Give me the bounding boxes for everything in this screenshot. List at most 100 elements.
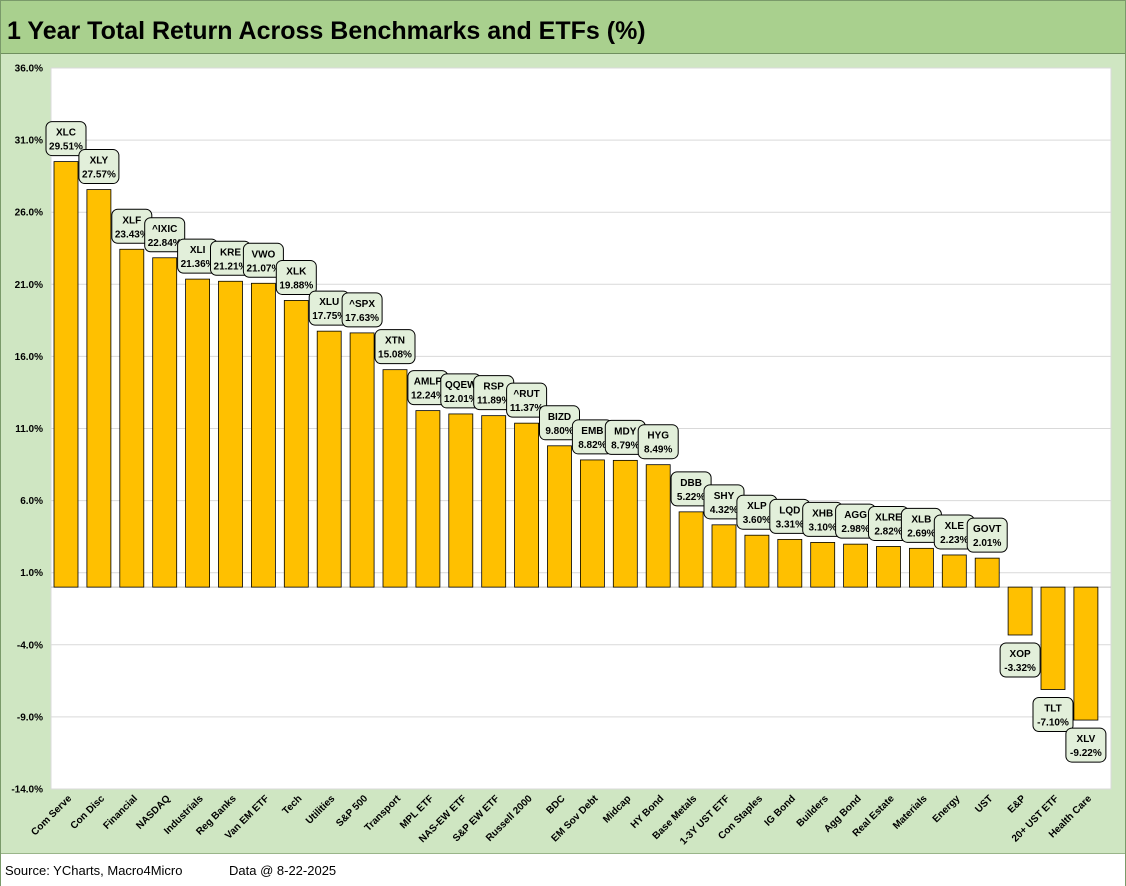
bar bbox=[678, 511, 704, 588]
y-tick-label: 36.0% bbox=[15, 64, 43, 75]
title-bar: 1 Year Total Return Across Benchmarks an… bbox=[1, 1, 1125, 54]
ticker-label: QQEW bbox=[445, 380, 477, 391]
y-tick-label: 11.0% bbox=[15, 424, 43, 435]
bar bbox=[580, 459, 605, 588]
value-label: 2.98% bbox=[841, 524, 869, 535]
data-label: XLRE 2.82% bbox=[868, 505, 909, 541]
data-label-box bbox=[341, 292, 383, 328]
bar bbox=[1073, 586, 1099, 721]
bar bbox=[843, 543, 868, 588]
value-label: 21.21% bbox=[214, 261, 248, 272]
ticker-label: XLC bbox=[56, 128, 76, 139]
x-tick-label: Materials bbox=[891, 793, 930, 832]
bar bbox=[250, 282, 276, 588]
bar bbox=[810, 542, 836, 588]
x-tick-label: E&P bbox=[1006, 793, 1029, 816]
value-label: 9.80% bbox=[545, 426, 573, 437]
bar bbox=[514, 422, 539, 588]
ticker-label: ^SPX bbox=[349, 299, 375, 310]
ticker-label: LQD bbox=[779, 505, 800, 516]
value-label: 11.37% bbox=[510, 403, 543, 414]
ticker-label: XLI bbox=[190, 245, 206, 256]
bars bbox=[53, 161, 1099, 721]
data-label-box bbox=[275, 259, 317, 295]
y-tick-label: -9.0% bbox=[17, 712, 43, 723]
value-label: 12.24% bbox=[411, 391, 445, 402]
data-label: BIZD 9.80% bbox=[539, 405, 580, 441]
data-date: Data @ 8-22-2025 bbox=[229, 863, 337, 878]
data-label-box bbox=[1065, 727, 1107, 763]
source-note: Source: YCharts, Macro4Micro bbox=[5, 863, 183, 878]
value-label: 17.75% bbox=[312, 311, 346, 322]
data-label-box bbox=[78, 149, 120, 185]
data-label: XLC 29.51% bbox=[45, 121, 87, 157]
bar bbox=[547, 445, 572, 588]
ticker-label: KRE bbox=[220, 247, 241, 258]
value-label: 5.22% bbox=[677, 492, 705, 503]
value-label: 8.49% bbox=[644, 445, 672, 456]
bar bbox=[218, 280, 243, 588]
y-tick-label: 6.0% bbox=[20, 496, 43, 507]
bar bbox=[316, 330, 342, 588]
bar bbox=[481, 415, 507, 588]
value-label: 3.31% bbox=[776, 519, 804, 530]
y-tick-label: -4.0% bbox=[17, 640, 43, 651]
bar bbox=[382, 369, 408, 588]
bar bbox=[415, 410, 441, 588]
ticker-label: AMLP bbox=[414, 377, 443, 388]
ticker-label: XLF bbox=[122, 215, 141, 226]
value-label: 2.69% bbox=[907, 528, 935, 539]
ticker-label: DBB bbox=[680, 478, 702, 489]
x-tick-label: Tech bbox=[281, 793, 305, 817]
ticker-label: XLE bbox=[945, 521, 965, 532]
y-tick-label: 1.0% bbox=[20, 568, 43, 579]
value-label: 21.36% bbox=[181, 259, 215, 270]
data-label: XLB 2.69% bbox=[900, 507, 942, 543]
y-tick-label: 26.0% bbox=[15, 208, 43, 219]
y-tick-label: 21.0% bbox=[15, 280, 43, 291]
ticker-label: MDY bbox=[614, 426, 637, 437]
value-label: 8.79% bbox=[611, 440, 639, 451]
bar bbox=[349, 332, 375, 588]
bar bbox=[185, 278, 211, 588]
ticker-label: XLY bbox=[90, 156, 109, 167]
value-label: 27.57% bbox=[82, 170, 116, 181]
data-label-box bbox=[966, 517, 1008, 553]
value-label: 2.23% bbox=[940, 535, 968, 546]
data-label: XLY 27.57% bbox=[78, 149, 120, 185]
ticker-label: XLV bbox=[1077, 734, 1096, 745]
y-tick-label: -14.0% bbox=[11, 785, 43, 796]
bar bbox=[1007, 586, 1033, 636]
value-label: 21.07% bbox=[246, 263, 280, 274]
ticker-label: XLP bbox=[747, 501, 767, 512]
data-label: SHY 4.32% bbox=[703, 484, 745, 520]
bar bbox=[1040, 586, 1066, 690]
value-label: 12.01% bbox=[444, 394, 478, 405]
ticker-label: XLK bbox=[286, 266, 307, 277]
bar bbox=[448, 413, 474, 588]
y-tick-label: 31.0% bbox=[15, 136, 43, 147]
ticker-label: XOP bbox=[1010, 649, 1031, 660]
value-label: 15.08% bbox=[378, 350, 412, 361]
value-label: 8.82% bbox=[578, 440, 606, 451]
value-label: 3.10% bbox=[809, 522, 837, 533]
data-label: DBB 5.22% bbox=[670, 471, 712, 507]
data-label: XTN 15.08% bbox=[374, 329, 416, 365]
x-tick-label: Midcap bbox=[601, 793, 633, 825]
ticker-label: XHB bbox=[812, 508, 833, 519]
value-label: 11.89% bbox=[477, 396, 510, 407]
data-label: ^SPX 17.63% bbox=[341, 292, 383, 328]
ticker-label: XLRE bbox=[875, 512, 902, 523]
data-label: HYG 8.49% bbox=[637, 424, 679, 460]
ticker-label: VWO bbox=[251, 249, 275, 260]
data-label-box bbox=[144, 217, 186, 253]
x-tick-label: Financial bbox=[101, 793, 140, 832]
data-label: TLT -7.10% bbox=[1032, 697, 1074, 733]
x-tick-label: UST bbox=[973, 793, 995, 815]
ticker-label: GOVT bbox=[973, 524, 1001, 535]
bar bbox=[152, 257, 178, 588]
x-tick-label: Energy bbox=[931, 793, 963, 825]
data-label: XLV -9.22% bbox=[1065, 727, 1107, 763]
ticker-label: ^RUT bbox=[513, 389, 539, 400]
bar bbox=[974, 557, 1000, 588]
